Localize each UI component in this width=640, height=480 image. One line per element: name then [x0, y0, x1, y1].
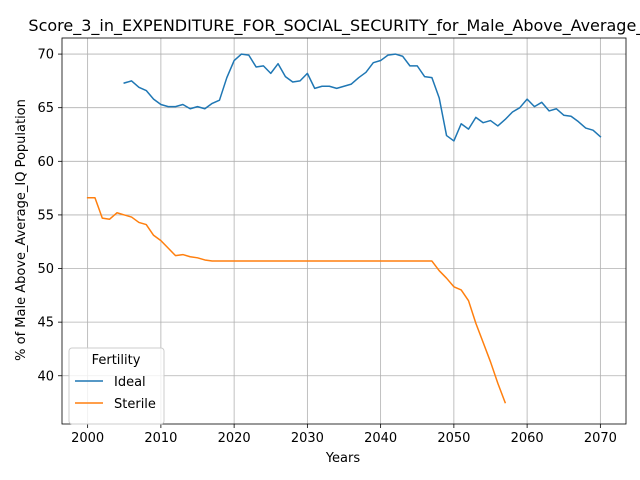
x-axis-ticks: 2000 2010 2020 2030 2040 2050 2060 2070: [71, 424, 617, 446]
y-tick-label: 65: [37, 101, 54, 116]
legend-label-ideal: Ideal: [114, 375, 146, 390]
y-tick-label: 50: [37, 262, 54, 277]
x-tick-label: 2020: [218, 431, 251, 446]
x-tick-label: 2030: [291, 431, 324, 446]
y-axis-ticks: 40 45 50 55 60 65 70: [37, 48, 62, 384]
x-tick-label: 2010: [144, 431, 177, 446]
x-tick-label: 2040: [364, 431, 397, 446]
y-tick-label: 40: [37, 369, 54, 384]
legend-box: [68, 347, 165, 425]
y-tick-label: 45: [37, 316, 54, 331]
series-line-sterile: [86, 197, 507, 404]
legend-title: Fertility: [92, 353, 141, 368]
series-line-ideal: [123, 53, 602, 142]
x-tick-label: 2070: [584, 431, 617, 446]
x-tick-label: 2050: [437, 431, 470, 446]
legend: Fertility Ideal Sterile: [68, 347, 165, 425]
plot-frame: [61, 37, 627, 425]
y-axis-title: % of Male Above_Average_IQ Population: [14, 99, 29, 361]
x-tick-label: 2000: [71, 431, 104, 446]
chart-title: Score_3_in_EXPENDITURE_FOR_SOCIAL_SECURI…: [28, 16, 640, 36]
y-tick-label: 60: [37, 155, 54, 170]
legend-label-sterile: Sterile: [114, 397, 156, 412]
y-tick-label: 70: [37, 48, 54, 63]
y-tick-label: 55: [37, 208, 54, 223]
x-tick-label: 2060: [511, 431, 544, 446]
x-axis-title: Years: [325, 451, 361, 466]
series-lines: [86, 53, 602, 404]
